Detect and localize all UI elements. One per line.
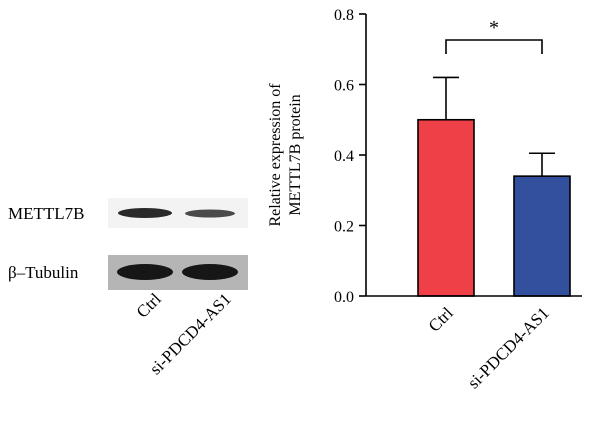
blot-lane-label-ctrl: Ctrl xyxy=(133,289,165,321)
bar-0 xyxy=(417,118,475,297)
x-tick-label-1: si-PDCD4-AS1 xyxy=(464,303,553,392)
y-axis-label-line-2: METTL7B protein xyxy=(287,94,304,215)
blot-band-tubulin-si xyxy=(182,264,238,280)
y-axis-label: Relative expression of METTL7B protein xyxy=(267,83,304,227)
blot-band-mettl7b-si xyxy=(185,209,235,218)
y-tick-label-2: 0.4 xyxy=(334,148,354,165)
y-tick-label-3: 0.6 xyxy=(334,78,354,95)
western-blot-panel: METTL7B β–Tubulin Ctrl si-PDCD4-AS1 xyxy=(8,198,248,378)
significance-marker: * xyxy=(489,17,499,39)
y-axis-label-line-1: Relative expression of xyxy=(267,83,284,227)
significance-bracket xyxy=(445,39,543,54)
blot-band-mettl7b-ctrl xyxy=(118,208,172,218)
blot-row-label-mettl7b: METTL7B xyxy=(8,204,85,223)
blot-band-tubulin-ctrl xyxy=(117,264,173,280)
y-tick-label-1: 0.2 xyxy=(334,219,354,236)
bar-1 xyxy=(513,175,571,297)
beta-tubulin-label: β–Tubulin xyxy=(8,263,79,282)
y-tick-label-4: 0.8 xyxy=(334,7,354,24)
y-tick-label-0: 0.0 xyxy=(334,289,354,306)
bar-chart: Relative expression of METTL7B protein 0… xyxy=(267,7,582,392)
blot-row-label-tubulin: β–Tubulin xyxy=(8,263,79,282)
x-tick-label-0: Ctrl xyxy=(425,303,457,335)
